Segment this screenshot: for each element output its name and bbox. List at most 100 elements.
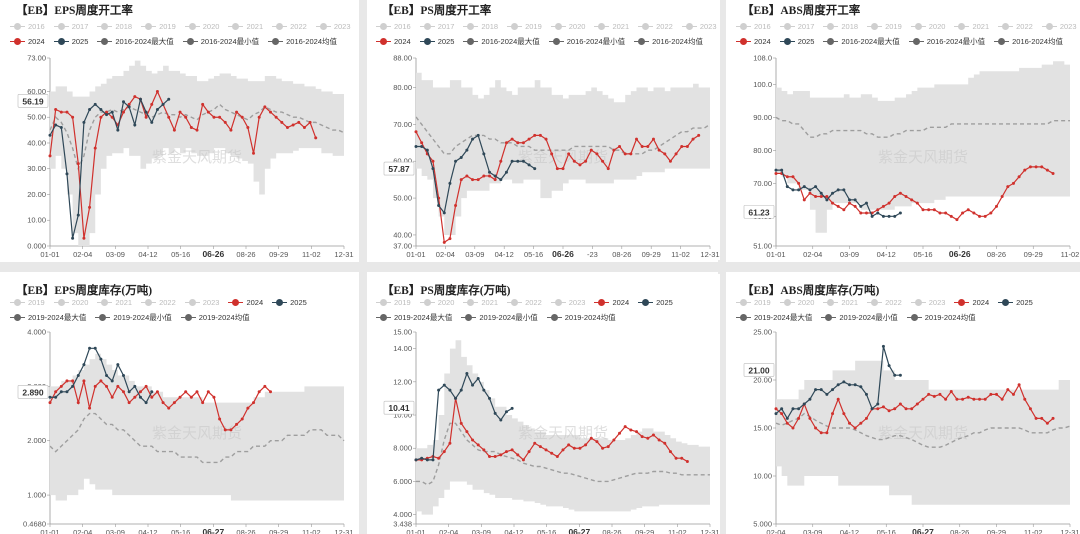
data-point: [623, 152, 627, 156]
legend-item[interactable]: 2022: [867, 298, 902, 307]
legend-item[interactable]: 2016: [376, 22, 411, 31]
data-point: [167, 406, 171, 410]
data-point: [99, 357, 103, 361]
legend-item[interactable]: 2025: [419, 37, 454, 46]
legend-item[interactable]: 2025: [779, 37, 814, 46]
legend-item[interactable]: 2020: [184, 22, 219, 31]
legend-item[interactable]: 2021: [954, 22, 989, 31]
legend-item[interactable]: 2019-2024最小值: [461, 312, 538, 323]
legend-item[interactable]: 2016-2024最大值: [823, 36, 900, 47]
legend-item[interactable]: 2016-2024最大值: [463, 36, 540, 47]
legend-item[interactable]: 2019-2024最小值: [821, 312, 898, 323]
legend-item[interactable]: 2017: [419, 22, 454, 31]
data-point: [864, 416, 868, 420]
legend-item[interactable]: 2025: [998, 298, 1033, 307]
legend-item[interactable]: 2019-2024最大值: [736, 312, 812, 323]
data-point: [425, 148, 429, 152]
legend-marker-icon: [10, 298, 25, 307]
legend-marker-icon: [910, 298, 926, 307]
legend-item[interactable]: 2021: [97, 298, 132, 307]
data-point: [785, 421, 789, 425]
legend-label: 2025: [656, 298, 673, 307]
legend-item[interactable]: 2019-2024最大值: [10, 312, 86, 323]
legend-item[interactable]: 2022: [638, 22, 673, 31]
legend-item[interactable]: 2025: [272, 298, 307, 307]
data-point: [836, 204, 840, 208]
legend-item[interactable]: 2019-2024最小值: [95, 312, 172, 323]
legend-label: 2019-2024均值: [564, 313, 616, 322]
legend-item[interactable]: 2020: [419, 298, 454, 307]
legend-item[interactable]: 2016-2024均值: [634, 36, 703, 47]
legend-marker-icon: [546, 313, 562, 322]
legend-item[interactable]: 2022: [272, 22, 307, 31]
legend-item[interactable]: 2024: [954, 298, 989, 307]
data-point: [1034, 416, 1038, 420]
legend-item[interactable]: 2023: [315, 22, 351, 31]
legend-item[interactable]: 2016-2024最大值: [97, 36, 174, 47]
legend-item[interactable]: 2016-2024最小值: [908, 36, 985, 47]
legend-marker-icon: [376, 313, 391, 322]
legend-item[interactable]: 2016: [10, 22, 45, 31]
legend-item[interactable]: 2019: [507, 22, 542, 31]
legend-item[interactable]: 2025: [638, 298, 673, 307]
legend-item[interactable]: 2017: [53, 22, 88, 31]
data-point: [465, 372, 469, 376]
legend-item[interactable]: 2019-2024均值: [906, 312, 976, 323]
data-point: [814, 388, 818, 392]
data-point: [110, 110, 114, 114]
data-point: [561, 167, 565, 171]
legend-item[interactable]: 2020: [910, 22, 945, 31]
data-point: [291, 123, 295, 127]
legend-item[interactable]: 2020: [53, 298, 88, 307]
legend-item[interactable]: 2019: [141, 22, 176, 31]
legend-item[interactable]: 2016-2024最小值: [548, 36, 625, 47]
watermark: 紫金天风期货: [518, 424, 608, 442]
data-point: [116, 128, 120, 132]
legend-item[interactable]: 2018: [97, 22, 132, 31]
legend-item[interactable]: 2018: [823, 22, 858, 31]
x-tick-label: 05-16: [171, 528, 190, 534]
legend-item[interactable]: 2021: [823, 298, 858, 307]
legend-item[interactable]: 2024: [10, 37, 45, 46]
chart-panel-abs-rate: 【EB】ABS周度开工率 2016 2017 2018 2019 2020 2021 202…: [732, 0, 1080, 260]
legend-item[interactable]: 2019-2024最大值: [376, 312, 452, 323]
legend-item[interactable]: 2023: [910, 298, 945, 307]
legend-item[interactable]: 2021: [228, 22, 263, 31]
data-point: [791, 188, 795, 192]
legend-item[interactable]: 2016-2024均值: [268, 36, 337, 47]
data-point: [133, 95, 137, 99]
legend-item[interactable]: 2022: [998, 22, 1033, 31]
legend-item[interactable]: 2016-2024均值: [994, 36, 1063, 47]
legend-item[interactable]: 2021: [594, 22, 629, 31]
data-point: [93, 384, 97, 388]
legend-item[interactable]: 2021: [463, 298, 498, 307]
legend-item[interactable]: 2017: [779, 22, 814, 31]
legend-item[interactable]: 2022: [141, 298, 176, 307]
legend-item[interactable]: 2023: [681, 22, 717, 31]
legend-item[interactable]: 2024: [736, 37, 771, 46]
legend-item[interactable]: 2019: [867, 22, 902, 31]
legend-item[interactable]: 2019: [10, 298, 45, 307]
legend-item[interactable]: 2023: [1041, 22, 1077, 31]
data-point: [966, 208, 970, 212]
legend-item[interactable]: 2019-2024均值: [180, 312, 250, 323]
legend-item[interactable]: 2020: [779, 298, 814, 307]
legend-row-stats: 2019-2024最大值 2019-2024最小值 2019-2024均值: [10, 312, 259, 324]
legend-item[interactable]: 2019-2024均值: [546, 312, 616, 323]
legend-item[interactable]: 2023: [184, 298, 219, 307]
legend-item[interactable]: 2019: [376, 298, 411, 307]
legend-item[interactable]: 2018: [463, 22, 498, 31]
legend-item[interactable]: 2022: [507, 298, 542, 307]
legend-item[interactable]: 2025: [53, 37, 88, 46]
data-point: [842, 412, 846, 416]
legend-item[interactable]: 2024: [376, 37, 411, 46]
legend-marker-icon: [461, 313, 477, 322]
legend-item[interactable]: 2024: [228, 298, 263, 307]
legend-item[interactable]: 2016-2024最小值: [182, 36, 260, 47]
legend-item[interactable]: 2019: [736, 298, 771, 307]
legend-item[interactable]: 2016: [736, 22, 771, 31]
legend-label: 2016-2024最小值: [200, 37, 260, 46]
legend-item[interactable]: 2024: [594, 298, 629, 307]
legend-item[interactable]: 2020: [550, 22, 585, 31]
legend-item[interactable]: 2023: [550, 298, 585, 307]
